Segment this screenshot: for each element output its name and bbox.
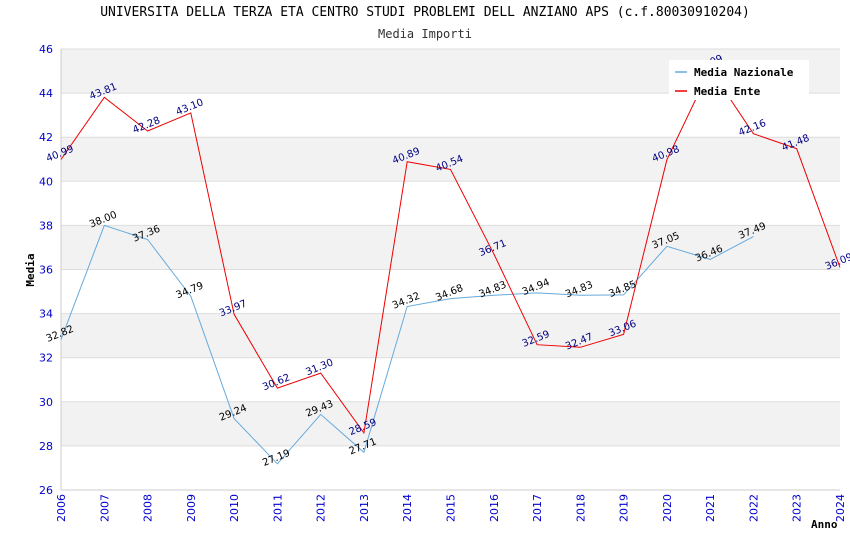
y-tick-label: 42: [39, 131, 53, 144]
chart-subtitle: Media Importi: [378, 27, 472, 41]
y-tick-label: 34: [39, 308, 53, 321]
x-tick-label: 2008: [142, 494, 155, 522]
x-tick-label: 2017: [531, 494, 544, 522]
grid-band: [61, 137, 840, 182]
grid-band: [61, 269, 840, 314]
y-tick-label: 32: [39, 352, 53, 365]
y-tick-label: 30: [39, 396, 53, 409]
x-tick-label: 2021: [704, 494, 717, 522]
grid-band: [61, 401, 840, 446]
x-tick-label: 2011: [271, 494, 284, 522]
x-tick-label: 2024: [834, 494, 847, 522]
series-line-media-nazionale: [60, 224, 754, 465]
y-tick-label: 46: [39, 43, 53, 56]
y-tick-label: 28: [39, 440, 53, 453]
grid-band: [61, 445, 840, 490]
y-tick-label: 44: [39, 87, 53, 100]
x-axis-label: Anno: [811, 518, 838, 531]
x-tick-label: 2010: [228, 494, 241, 522]
y-tick-label: 40: [39, 175, 53, 188]
legend-item-media-nazionale: Media Nazionale: [694, 66, 794, 79]
y-tick-label: 38: [39, 219, 53, 232]
x-tick-label: 2022: [747, 494, 760, 522]
x-tick-label: 2019: [618, 494, 631, 522]
x-tick-label: 2020: [661, 494, 674, 522]
x-tick-label: 2014: [401, 494, 414, 522]
grid-band: [61, 225, 840, 270]
y-tick-label: 26: [39, 484, 53, 497]
x-tick-label: 2012: [315, 494, 328, 522]
x-tick-label: 2007: [98, 494, 111, 522]
x-tick-label: 2013: [358, 494, 371, 522]
x-tick-label: 2023: [791, 494, 804, 522]
x-tick-label: 2016: [488, 494, 501, 522]
y-axis-label: Media: [24, 253, 37, 286]
x-tick-label: 2015: [445, 494, 458, 522]
x-tick-label: 2009: [185, 494, 198, 522]
chart-title: UNIVERSITA DELLA TERZA ETA CENTRO STUDI …: [100, 5, 750, 20]
grid-band: [61, 357, 840, 402]
x-tick-label: 2018: [574, 494, 587, 522]
legend-box: [669, 60, 809, 100]
legend-item-media-ente: Media Ente: [694, 85, 761, 98]
grid-band: [61, 181, 840, 226]
grid-band: [61, 313, 840, 358]
x-tick-label: 2006: [55, 494, 68, 522]
y-tick-label: 36: [39, 264, 53, 277]
